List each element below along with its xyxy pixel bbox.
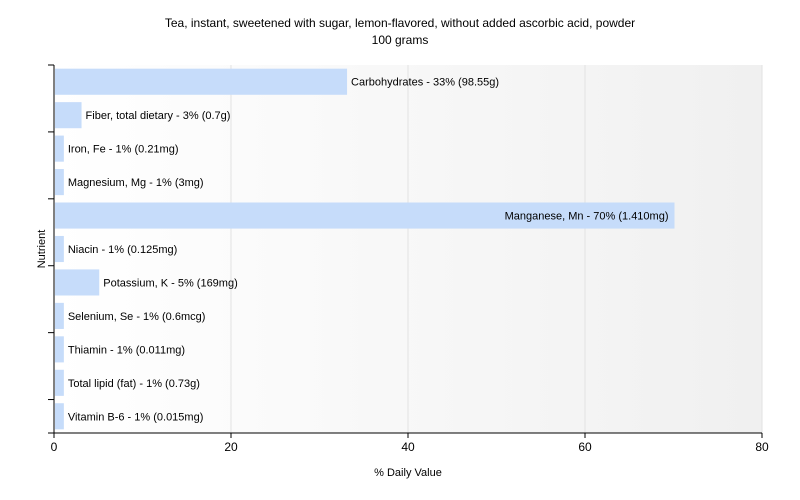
bar (55, 68, 348, 95)
bar (55, 403, 64, 430)
grid-lines (230, 65, 763, 433)
axes: 0 20 40 60 80 (48, 64, 769, 454)
bar-label: Niacin - 1% (0.125mg) (68, 244, 177, 256)
chart-subtitle: 100 grams (372, 33, 429, 47)
bar-label: Magnesium, Mg - 1% (3mg) (68, 177, 204, 189)
bar (55, 369, 64, 396)
bar-label: Fiber, total dietary - 3% (0.7g) (86, 110, 231, 122)
y-axis-title: Nutrient (36, 230, 48, 269)
x-tick-label: 60 (578, 440, 592, 454)
x-tick-label: 40 (401, 440, 415, 454)
bar (55, 169, 64, 196)
bar (55, 336, 64, 363)
bar-label: Total lipid (fat) - 1% (0.73g) (68, 378, 200, 390)
bar-label: Carbohydrates - 33% (98.55g) (351, 77, 499, 89)
x-tick-label: 0 (51, 440, 58, 454)
bar (55, 302, 64, 329)
x-tick-label: 80 (755, 440, 769, 454)
bar-label: Vitamin B-6 - 1% (0.015mg) (68, 411, 204, 423)
bar (55, 269, 100, 296)
chart-title: Tea, instant, sweetened with sugar, lemo… (165, 16, 635, 30)
bar-label: Potassium, K - 5% (169mg) (103, 277, 238, 289)
bar-label: Iron, Fe - 1% (0.21mg) (68, 144, 179, 156)
bar (55, 202, 675, 229)
bar-label: Manganese, Mn - 70% (1.410mg) (505, 211, 669, 223)
bar (55, 102, 82, 129)
bar (55, 135, 64, 162)
x-tick-label: 20 (224, 440, 238, 454)
bar-label: Thiamin - 1% (0.011mg) (68, 344, 185, 356)
bar-label: Selenium, Se - 1% (0.6mcg) (68, 311, 206, 323)
bar (55, 235, 64, 263)
x-axis-title: % Daily Value (374, 467, 442, 479)
bars: Carbohydrates - 33% (98.55g) Fiber, total… (55, 68, 675, 430)
